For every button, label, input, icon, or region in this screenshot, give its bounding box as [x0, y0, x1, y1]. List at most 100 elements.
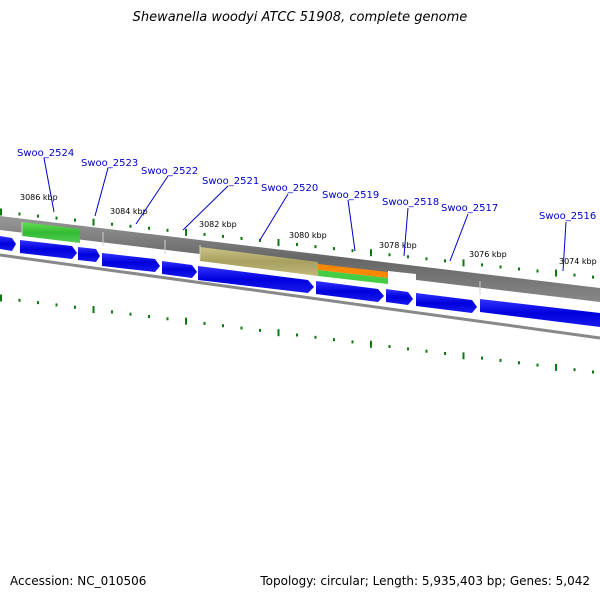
gene-label[interactable]: Swoo_2520	[261, 183, 318, 194]
cds-arrow	[316, 281, 384, 302]
gene-label[interactable]: Swoo_2517	[441, 203, 498, 214]
tick-mark	[111, 222, 113, 226]
tick-mark	[240, 326, 243, 330]
tick-mark	[55, 303, 58, 307]
tick-mark	[37, 301, 39, 305]
tick-mark	[370, 340, 372, 348]
tick-mark	[240, 236, 243, 240]
tick-mark	[388, 253, 391, 257]
tick-mark	[166, 317, 169, 321]
kbp-tick-label: 3080 kbp	[289, 231, 327, 240]
tick-mark	[18, 212, 21, 216]
tick-mark	[74, 305, 76, 309]
tick-mark	[296, 333, 298, 337]
tick-mark	[148, 315, 150, 318]
cds-arrow	[0, 236, 16, 251]
cds-arrow	[416, 293, 477, 313]
lower-tick-row	[0, 294, 594, 374]
tick-mark	[148, 226, 150, 230]
tick-mark	[0, 208, 2, 216]
tick-mark	[166, 228, 169, 232]
kbp-tick-label: 3078 kbp	[379, 241, 417, 250]
tick-mark	[222, 324, 224, 328]
cds-arrow	[102, 253, 160, 272]
tick-mark	[518, 361, 520, 365]
tick-mark	[296, 243, 298, 247]
tick-mark	[314, 335, 317, 339]
kbp-tick-label: 3084 kbp	[110, 207, 148, 216]
tick-mark	[370, 249, 372, 257]
tick-mark	[518, 267, 520, 271]
gene-label[interactable]: Swoo_2516	[539, 211, 596, 222]
tick-mark	[55, 216, 58, 220]
feature-green-swoo-2519	[318, 270, 388, 284]
tick-mark	[259, 238, 261, 242]
cds-track	[0, 236, 600, 327]
cds-arrow	[78, 247, 100, 262]
tick-mark	[592, 370, 594, 374]
gene-label[interactable]: Swoo_2518	[382, 197, 439, 208]
tick-mark	[499, 358, 502, 362]
tick-mark	[425, 257, 428, 261]
tick-mark	[351, 249, 354, 253]
tick-mark	[592, 275, 594, 279]
tick-mark	[203, 321, 206, 325]
cds-arrow	[198, 266, 314, 293]
genome-backbone	[0, 253, 600, 340]
page-title: Shewanella woodyi ATCC 51908, complete g…	[132, 10, 468, 25]
tick-mark	[573, 368, 576, 372]
tick-mark	[37, 214, 39, 218]
kbp-tick-label: 3074 kbp	[559, 257, 597, 266]
tick-mark	[536, 363, 539, 367]
tick-mark	[425, 349, 428, 353]
gene-label[interactable]: Swoo_2522	[141, 166, 198, 177]
tick-mark	[333, 247, 335, 251]
tick-mark	[0, 294, 2, 302]
tick-mark	[129, 224, 132, 228]
accession-text: Accession: NC_010506	[10, 574, 147, 588]
tick-mark	[74, 218, 76, 222]
tick-mark	[259, 328, 261, 332]
feature-green-swoo-2524	[22, 222, 80, 243]
tick-mark	[92, 306, 95, 314]
tick-mark	[462, 259, 465, 267]
kbp-tick-label: 3086 kbp	[20, 193, 58, 202]
tick-mark	[351, 340, 354, 344]
tick-mark	[536, 269, 539, 273]
tick-mark	[499, 265, 502, 269]
tick-mark	[444, 352, 446, 355]
gene-label[interactable]: Swoo_2523	[81, 158, 138, 169]
cds-arrow	[20, 240, 77, 259]
feature-olive-swoo-2520	[200, 247, 318, 276]
tick-mark	[407, 255, 409, 259]
tick-mark	[314, 245, 317, 249]
gene-label[interactable]: Swoo_2519	[322, 190, 379, 201]
cds-arrow	[162, 261, 197, 278]
gene-leader-lines	[43, 157, 567, 272]
tick-mark	[18, 298, 21, 302]
tick-mark	[481, 356, 483, 360]
tick-mark	[462, 352, 465, 360]
upper-tick-row	[0, 208, 594, 279]
tick-mark	[277, 239, 280, 247]
tick-mark	[333, 338, 335, 342]
feature-gap	[388, 271, 416, 290]
tick-mark	[444, 259, 446, 263]
tick-mark	[555, 363, 557, 371]
tick-mark	[185, 317, 187, 325]
tick-mark	[222, 234, 224, 238]
tick-mark	[481, 263, 483, 267]
tick-mark	[129, 312, 132, 316]
tick-mark	[388, 345, 391, 349]
gene-label[interactable]: Swoo_2521	[202, 176, 259, 187]
feature-orange-swoo-2519	[318, 264, 388, 278]
tick-mark	[277, 329, 280, 337]
genome-summary-text: Topology: circular; Length: 5,935,403 bp…	[260, 574, 590, 588]
gene-label[interactable]: Swoo_2524	[17, 148, 74, 159]
cds-arrow	[386, 289, 413, 305]
tick-mark	[555, 269, 557, 277]
cds-arrow	[480, 299, 600, 327]
tick-mark	[573, 273, 576, 277]
feature-dividers	[21, 222, 481, 295]
